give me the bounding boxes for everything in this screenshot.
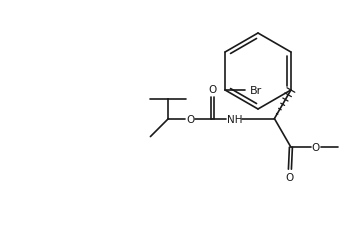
Text: O: O xyxy=(312,142,320,153)
Text: O: O xyxy=(286,172,294,182)
Text: O: O xyxy=(208,84,216,94)
Text: O: O xyxy=(186,114,194,124)
Text: Br: Br xyxy=(250,86,262,96)
Text: NH: NH xyxy=(227,114,242,124)
